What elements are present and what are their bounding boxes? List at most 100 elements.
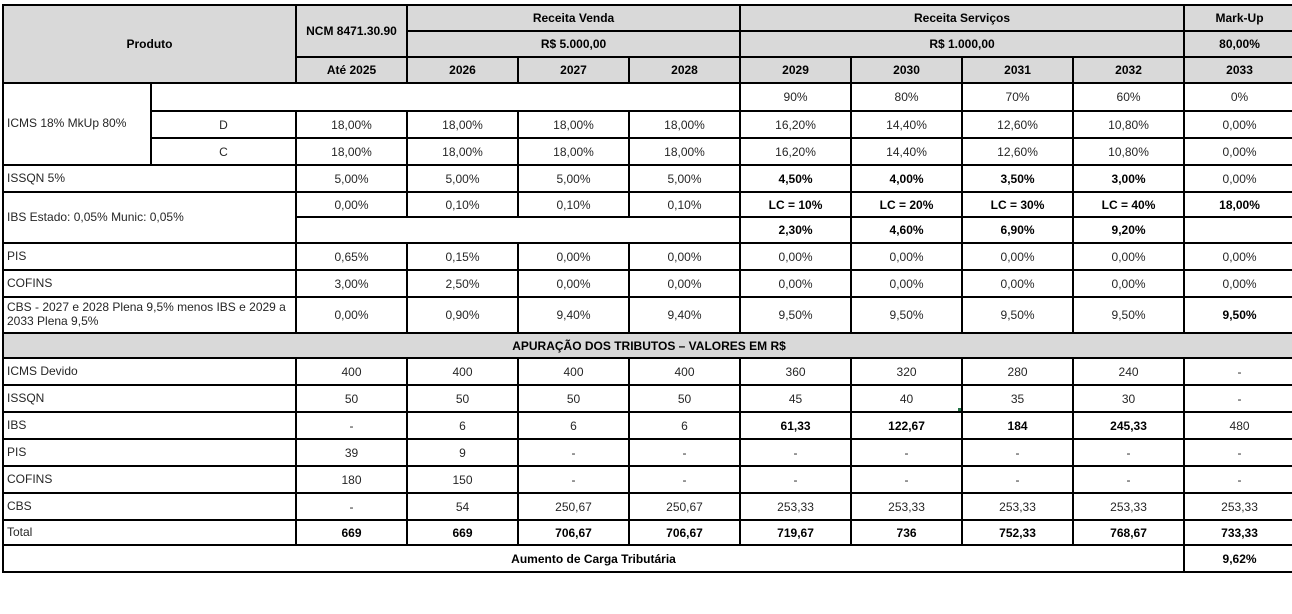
value-cell[interactable]: - bbox=[517, 438, 630, 467]
value-cell[interactable]: 0,00% bbox=[1072, 269, 1186, 298]
value-cell[interactable]: 35 bbox=[961, 384, 1075, 413]
year-header-2026[interactable]: 2026 bbox=[406, 56, 519, 84]
receita-venda-header[interactable]: Receita Venda bbox=[405, 4, 742, 32]
value-cell[interactable]: - bbox=[850, 438, 964, 467]
value-cell[interactable]: 16,20% bbox=[739, 110, 853, 139]
ncm-header[interactable]: NCM 8471.30.90 bbox=[295, 4, 408, 58]
value-cell[interactable]: 3,00% bbox=[1072, 164, 1186, 193]
year-header-2032[interactable]: 2032 bbox=[1072, 56, 1186, 84]
value-cell[interactable]: - bbox=[739, 438, 853, 467]
value-cell[interactable]: 80% bbox=[850, 82, 964, 112]
value-cell[interactable]: 0,00% bbox=[517, 242, 630, 271]
value-cell[interactable]: 0,00% bbox=[961, 242, 1075, 271]
value-cell[interactable]: 16,20% bbox=[739, 137, 853, 166]
issqn-rate-label[interactable]: ISSQN 5% bbox=[2, 164, 297, 193]
selected-cell[interactable]: 40 bbox=[850, 384, 964, 413]
produto-header[interactable]: Produto bbox=[2, 4, 297, 84]
value-cell[interactable]: 39 bbox=[295, 438, 408, 467]
value-cell[interactable]: 0,00% bbox=[1183, 164, 1292, 193]
value-cell[interactable]: 0,00% bbox=[295, 296, 408, 334]
markup-value[interactable]: 80,00% bbox=[1183, 30, 1292, 58]
value-cell[interactable]: 752,33 bbox=[961, 519, 1075, 546]
value-cell[interactable]: 253,33 bbox=[961, 492, 1075, 521]
value-cell[interactable] bbox=[149, 82, 742, 112]
value-cell[interactable]: 18,00% bbox=[295, 137, 408, 166]
value-cell[interactable]: LC = 20% bbox=[850, 191, 964, 218]
value-cell[interactable]: 320 bbox=[850, 357, 964, 386]
value-cell[interactable]: - bbox=[627, 438, 742, 467]
value-cell[interactable]: 4,50% bbox=[739, 164, 853, 193]
value-cell[interactable]: LC = 30% bbox=[961, 191, 1075, 218]
value-cell[interactable]: 9,40% bbox=[517, 296, 630, 334]
value-cell[interactable]: 14,40% bbox=[850, 110, 964, 139]
value-cell[interactable]: 9,50% bbox=[1072, 296, 1186, 334]
value-cell[interactable] bbox=[294, 216, 742, 244]
value-cell[interactable]: LC = 40% bbox=[1072, 191, 1186, 218]
value-cell[interactable]: - bbox=[627, 465, 742, 494]
value-cell[interactable]: 18,00% bbox=[406, 137, 519, 166]
issqn-apuracao-label[interactable]: ISSQN bbox=[2, 384, 297, 413]
value-cell[interactable]: - bbox=[961, 465, 1075, 494]
value-cell[interactable]: 400 bbox=[406, 357, 519, 386]
value-cell[interactable]: 6 bbox=[627, 411, 742, 440]
value-cell[interactable]: 10,80% bbox=[1072, 137, 1186, 166]
year-header-2030[interactable]: 2030 bbox=[850, 56, 964, 84]
value-cell[interactable]: 50 bbox=[406, 384, 519, 413]
value-cell[interactable]: 706,67 bbox=[517, 519, 630, 546]
value-cell[interactable]: 14,40% bbox=[850, 137, 964, 166]
icms-d-label[interactable]: D bbox=[150, 110, 297, 139]
value-cell[interactable]: 0,10% bbox=[627, 191, 742, 218]
value-cell[interactable]: LC = 10% bbox=[739, 191, 853, 218]
value-cell[interactable]: 0,00% bbox=[1183, 242, 1292, 271]
value-cell[interactable]: 0,00% bbox=[295, 191, 408, 218]
value-cell[interactable]: 18,00% bbox=[517, 137, 630, 166]
value-cell[interactable]: 18,00% bbox=[406, 110, 519, 139]
value-cell[interactable]: 50 bbox=[627, 384, 742, 413]
value-cell[interactable]: 3,00% bbox=[295, 269, 408, 298]
value-cell[interactable]: 0,10% bbox=[517, 191, 630, 218]
year-header-2029[interactable]: 2029 bbox=[739, 56, 853, 84]
value-cell[interactable]: 90% bbox=[739, 82, 853, 112]
icms-devido-label[interactable]: ICMS Devido bbox=[2, 357, 297, 386]
receita-venda-value[interactable]: R$ 5.000,00 bbox=[405, 30, 742, 58]
value-cell[interactable]: 184 bbox=[961, 411, 1075, 440]
value-cell[interactable]: 480 bbox=[1183, 411, 1292, 440]
value-cell[interactable]: 30 bbox=[1072, 384, 1186, 413]
value-cell[interactable]: 9 bbox=[406, 438, 519, 467]
value-cell[interactable]: 5,00% bbox=[295, 164, 408, 193]
value-cell[interactable]: 4,00% bbox=[850, 164, 964, 193]
value-cell[interactable]: 2,50% bbox=[406, 269, 519, 298]
value-cell[interactable]: 9,50% bbox=[961, 296, 1075, 334]
value-cell[interactable]: 768,67 bbox=[1072, 519, 1186, 546]
value-cell[interactable]: 4,60% bbox=[850, 216, 964, 244]
pis-apuracao-label[interactable]: PIS bbox=[2, 438, 297, 467]
cbs-apuracao-label[interactable]: CBS bbox=[2, 492, 297, 521]
value-cell[interactable]: 5,00% bbox=[627, 164, 742, 193]
value-cell[interactable]: 0,00% bbox=[517, 269, 630, 298]
value-cell[interactable]: 6,90% bbox=[961, 216, 1075, 244]
value-cell[interactable]: - bbox=[295, 492, 408, 521]
receita-servicos-value[interactable]: R$ 1.000,00 bbox=[739, 30, 1186, 58]
ibs-rate-label[interactable]: IBS Estado: 0,05% Munic: 0,05% bbox=[2, 191, 297, 244]
value-cell[interactable]: 0,00% bbox=[739, 242, 853, 271]
value-cell[interactable]: 245,33 bbox=[1072, 411, 1186, 440]
value-cell[interactable]: - bbox=[517, 465, 630, 494]
year-header-2031[interactable]: 2031 bbox=[961, 56, 1075, 84]
value-cell[interactable]: 5,00% bbox=[517, 164, 630, 193]
value-cell[interactable]: 6 bbox=[406, 411, 519, 440]
value-cell[interactable]: 0,00% bbox=[1183, 110, 1292, 139]
value-cell[interactable]: 18,00% bbox=[627, 137, 742, 166]
value-cell[interactable]: 400 bbox=[295, 357, 408, 386]
value-cell[interactable]: 12,60% bbox=[961, 110, 1075, 139]
year-header-2027[interactable]: 2027 bbox=[517, 56, 630, 84]
value-cell[interactable]: 18,00% bbox=[517, 110, 630, 139]
value-cell[interactable]: 0,00% bbox=[850, 242, 964, 271]
cbs-rate-label[interactable]: CBS - 2027 e 2028 Plena 9,5% menos IBS e… bbox=[2, 296, 297, 334]
value-cell[interactable]: 6 bbox=[517, 411, 630, 440]
icms-c-label[interactable]: C bbox=[150, 137, 297, 166]
value-cell[interactable]: 253,33 bbox=[1183, 492, 1292, 521]
value-cell[interactable]: - bbox=[961, 438, 1075, 467]
value-cell[interactable]: 240 bbox=[1072, 357, 1186, 386]
value-cell[interactable]: 400 bbox=[627, 357, 742, 386]
value-cell[interactable]: 3,50% bbox=[961, 164, 1075, 193]
